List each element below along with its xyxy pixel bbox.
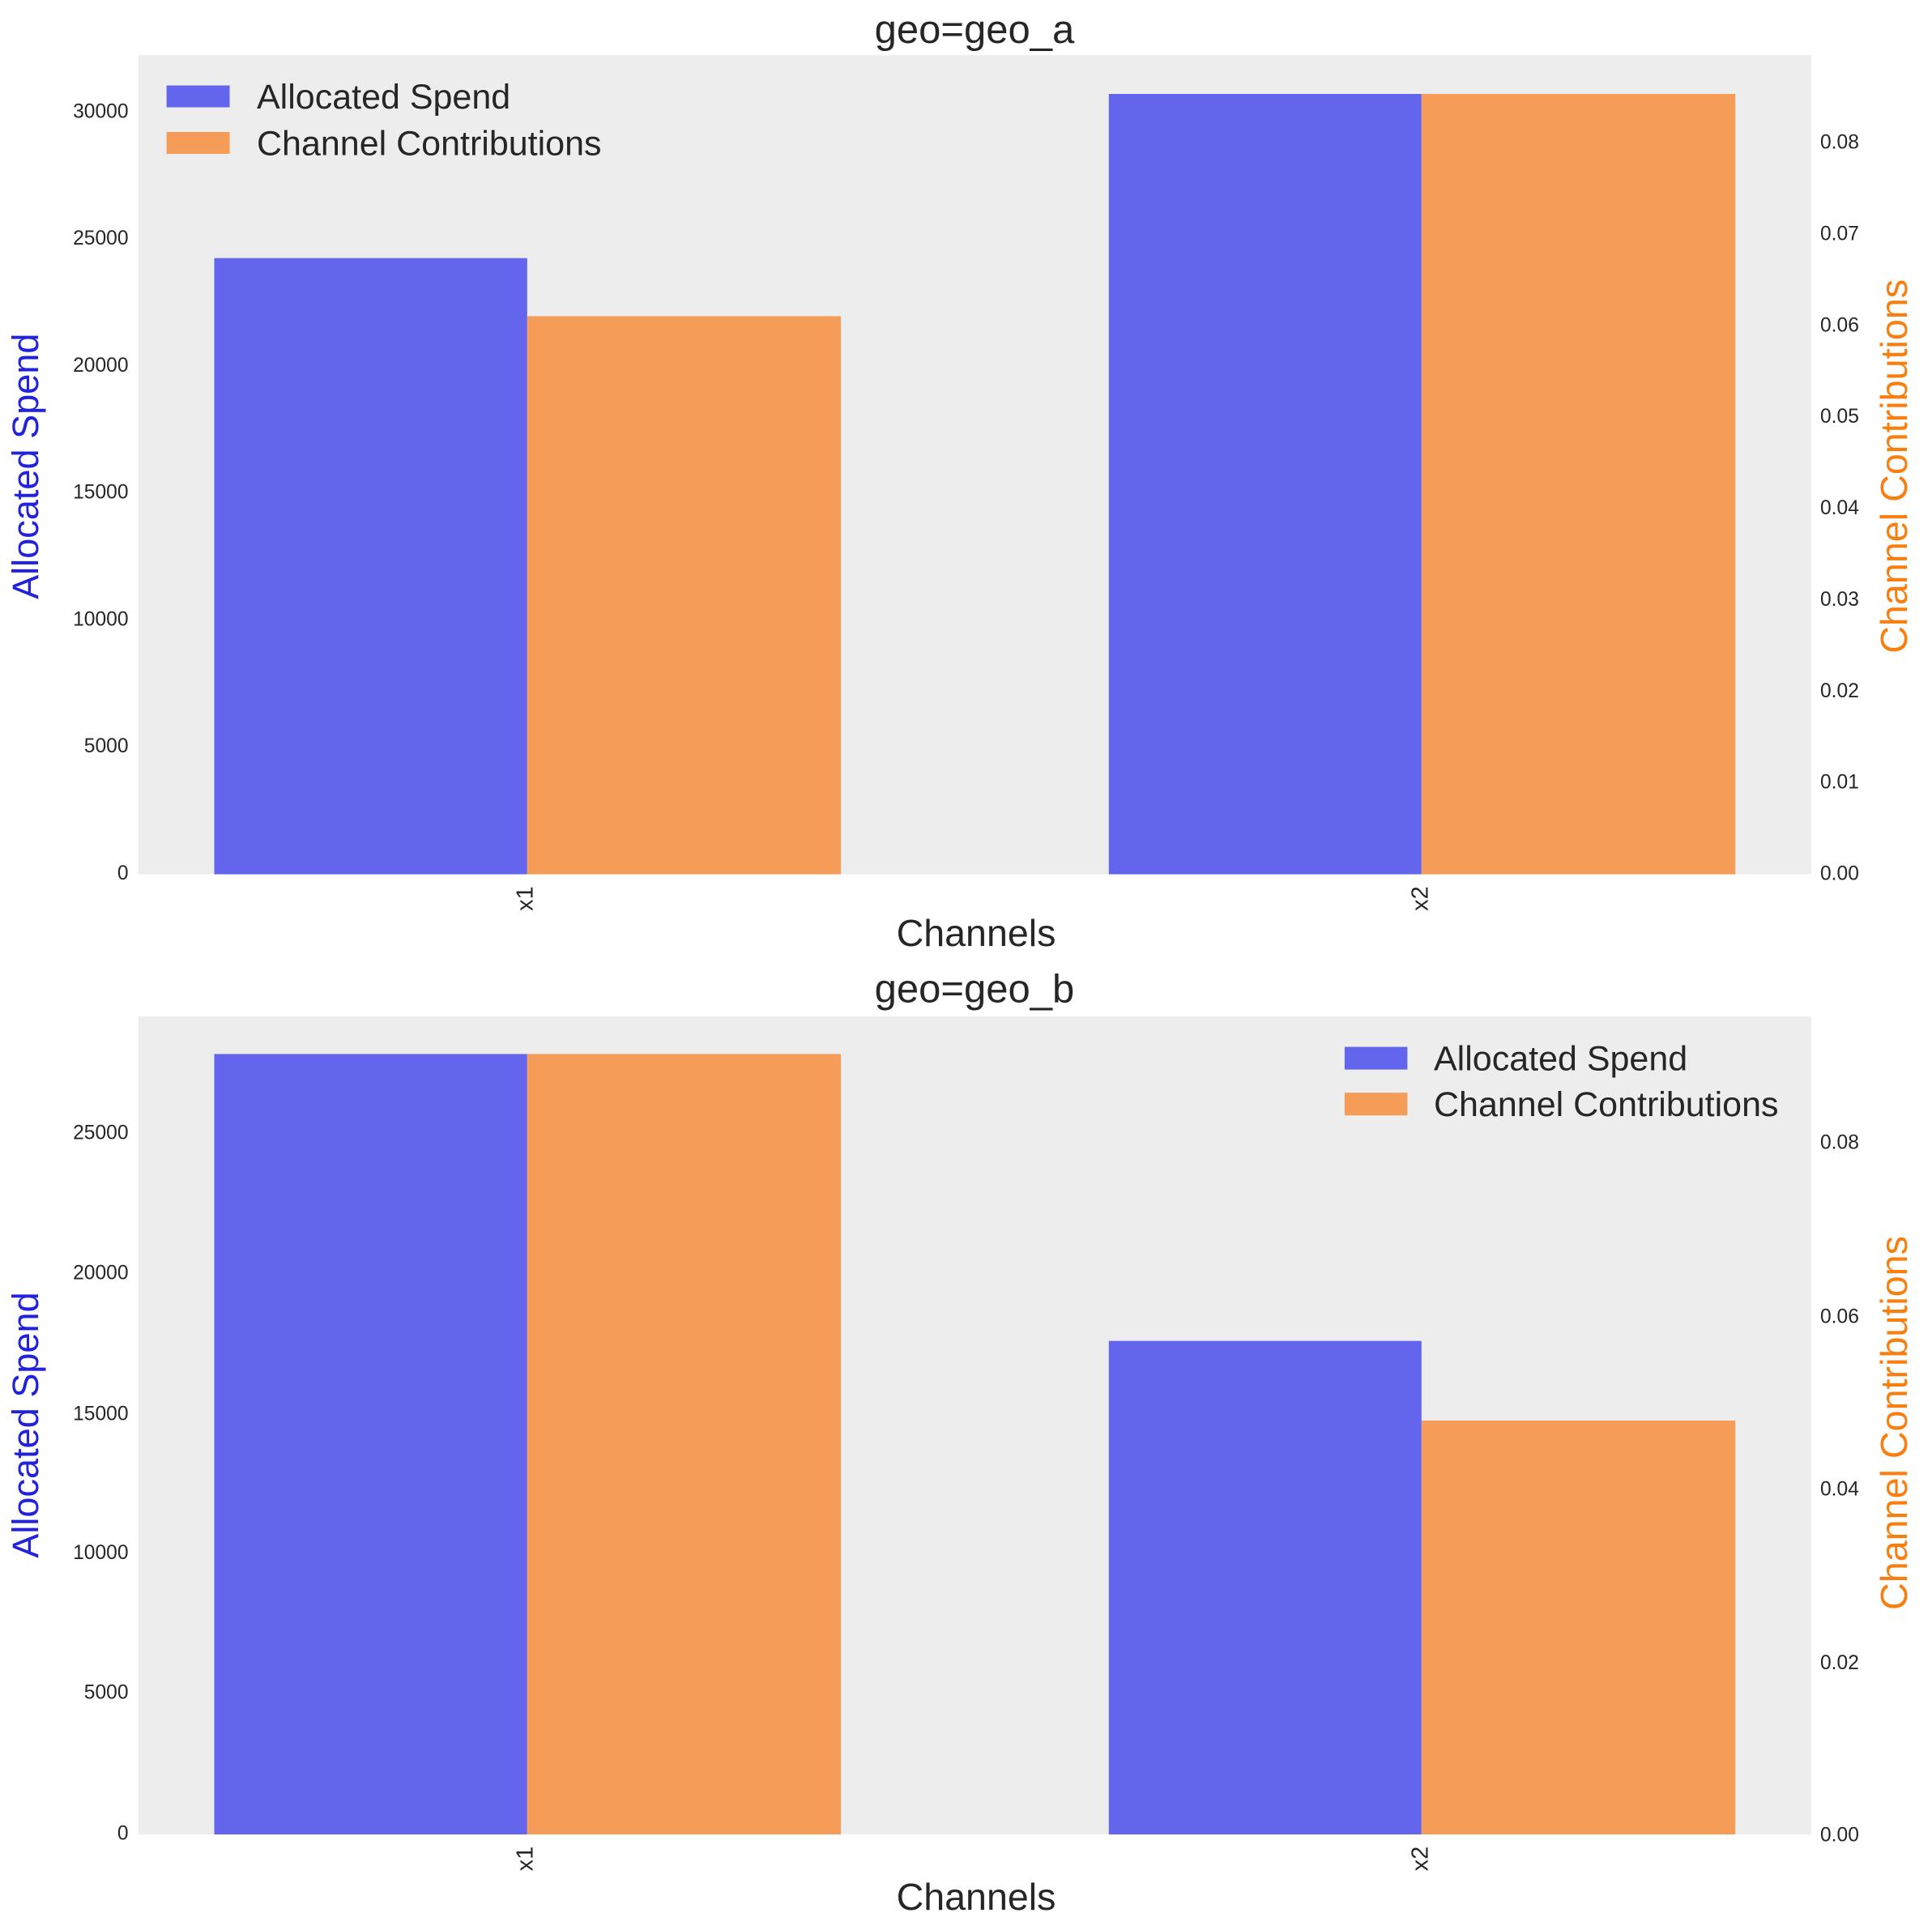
svg-text:10000: 10000: [73, 1542, 128, 1564]
svg-text:0.07: 0.07: [1820, 223, 1859, 245]
svg-text:0.04: 0.04: [1820, 497, 1859, 519]
svg-text:0.01: 0.01: [1820, 772, 1859, 794]
svg-text:0.00: 0.00: [1820, 863, 1859, 885]
svg-text:geo=geo_a: geo=geo_a: [875, 8, 1075, 52]
svg-text:20000: 20000: [73, 1263, 128, 1285]
svg-text:0.00: 0.00: [1820, 1825, 1859, 1847]
svg-text:0.04: 0.04: [1820, 1479, 1859, 1501]
svg-text:Channel Contributions: Channel Contributions: [1873, 1236, 1915, 1610]
svg-text:x1: x1: [513, 886, 539, 911]
svg-text:5000: 5000: [84, 1682, 129, 1704]
svg-text:Channel Contributions: Channel Contributions: [1873, 279, 1915, 654]
svg-text:25000: 25000: [73, 228, 128, 249]
svg-text:x2: x2: [1408, 886, 1434, 911]
svg-text:x2: x2: [1408, 1847, 1434, 1872]
svg-text:0: 0: [117, 863, 129, 884]
svg-text:0.08: 0.08: [1820, 1132, 1859, 1154]
svg-text:0.02: 0.02: [1820, 1652, 1859, 1674]
svg-text:Allocated Spend: Allocated Spend: [257, 78, 510, 117]
svg-text:25000: 25000: [73, 1122, 128, 1144]
svg-text:0.06: 0.06: [1820, 1306, 1859, 1328]
svg-text:20000: 20000: [73, 355, 128, 377]
svg-text:Allocated Spend: Allocated Spend: [5, 1292, 46, 1557]
svg-text:0.06: 0.06: [1820, 314, 1859, 336]
svg-text:0.08: 0.08: [1820, 132, 1859, 154]
svg-text:Channel Contributions: Channel Contributions: [257, 125, 602, 164]
svg-text:x1: x1: [513, 1847, 539, 1872]
svg-text:5000: 5000: [84, 735, 129, 757]
svg-text:Allocated Spend: Allocated Spend: [5, 333, 46, 599]
svg-text:15000: 15000: [73, 1404, 128, 1425]
svg-text:0: 0: [117, 1823, 129, 1845]
svg-text:Channels: Channels: [897, 912, 1056, 954]
svg-text:30000: 30000: [73, 100, 128, 122]
svg-text:0.02: 0.02: [1820, 680, 1859, 702]
svg-text:Allocated Spend: Allocated Spend: [1434, 1040, 1687, 1079]
svg-text:0.05: 0.05: [1820, 406, 1859, 428]
svg-text:15000: 15000: [73, 482, 128, 504]
svg-text:geo=geo_b: geo=geo_b: [875, 967, 1075, 1011]
svg-text:10000: 10000: [73, 608, 128, 630]
svg-text:0.03: 0.03: [1820, 589, 1859, 611]
svg-text:Channel Contributions: Channel Contributions: [1434, 1085, 1779, 1124]
svg-text:Channels: Channels: [897, 1876, 1056, 1918]
